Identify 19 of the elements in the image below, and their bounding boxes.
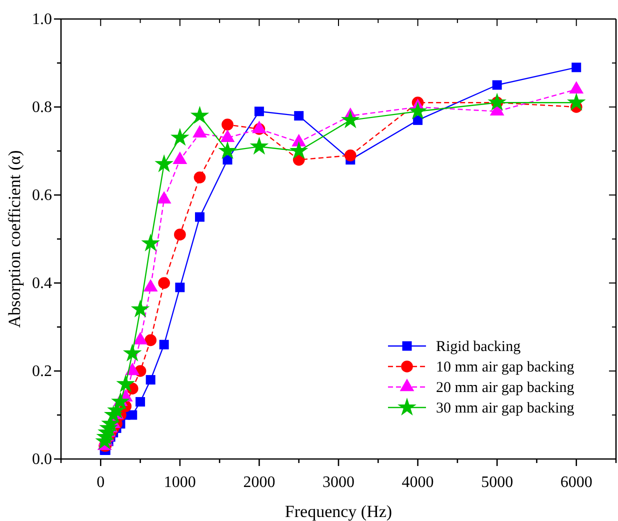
x-tick-label: 1000: [164, 474, 196, 492]
x-tick-label: 4000: [402, 474, 434, 492]
x-tick-label: 2000: [243, 474, 276, 492]
y-axis-title: Absorption coefficient (α): [5, 150, 24, 328]
legend-label: 30 mm air gap backing: [436, 400, 575, 416]
y-tick-label: 0.4: [32, 275, 52, 292]
legend-label: 20 mm air gap backing: [436, 380, 575, 396]
y-tick-label: 0.0: [32, 451, 52, 468]
legend-label: 10 mm air gap backing: [436, 360, 575, 376]
y-tick-label: 0.6: [32, 187, 52, 204]
x-tick-label: 5000: [481, 474, 514, 492]
y-tick-label: 1.0: [32, 11, 52, 28]
y-tick-label: 0.2: [32, 363, 52, 380]
x-tick-label: 0: [96, 474, 105, 492]
legend-label: Rigid backing: [436, 339, 522, 355]
y-tick-label: 0.8: [32, 99, 52, 116]
x-tick-label: 3000: [322, 474, 354, 492]
x-axis-title: Frequency (Hz): [284, 502, 392, 521]
x-tick-label: 6000: [560, 474, 592, 492]
